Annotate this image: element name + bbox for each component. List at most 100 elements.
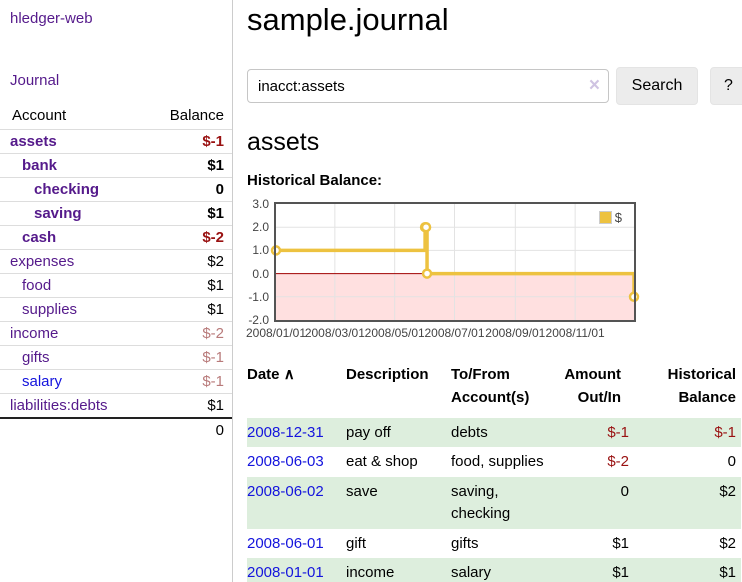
chart-x-axis: 2008/01/01 2008/03/01 2008/05/01 2008/07/01… <box>246 326 634 342</box>
account-balance: 0 <box>215 181 224 198</box>
chart-legend: $ <box>596 209 624 226</box>
account-row: food $1 <box>0 273 232 298</box>
account-link-income[interactable]: income <box>10 325 59 342</box>
register-table: Date ∧ Description To/From Account(s) Am… <box>247 361 741 582</box>
account-link-supplies[interactable]: supplies <box>22 301 78 318</box>
register-row: 2008-01-01 income salary $1 $1 <box>247 558 741 582</box>
x-tick-label: 2008/05/01 <box>364 326 425 340</box>
accounts-header-row: Account Balance <box>0 105 232 130</box>
transaction-date-link[interactable]: 2008-06-03 <box>247 453 324 471</box>
transaction-amount: $1 <box>612 564 629 582</box>
register-row: 2008-06-03 eat & shop food, supplies $-2… <box>247 447 741 477</box>
transaction-amount: $1 <box>612 534 629 552</box>
historical-balance-chart: 3.0 2.0 1.0 0.0 -1.0 -2.0 2008/01/01 2008/03/0… <box>246 197 640 344</box>
app-title-link[interactable]: hledger-web <box>10 10 93 27</box>
account-link-saving[interactable]: saving <box>34 205 82 222</box>
transaction-date-link[interactable]: 2008-01-01 <box>247 564 324 582</box>
transaction-amount: $-2 <box>607 453 629 471</box>
x-tick-label: 2008/07/01 <box>424 326 485 340</box>
y-tick-label: -2.0 <box>248 313 269 327</box>
transaction-balance: $-1 <box>714 423 736 441</box>
account-link-expenses[interactable]: expenses <box>10 253 75 270</box>
transaction-accounts: debts <box>451 423 488 441</box>
series-swatch-icon <box>598 211 612 224</box>
register-header-row: Date ∧ Description To/From Account(s) Am… <box>247 361 741 418</box>
col-amount: Amount Out/In <box>564 366 621 407</box>
search-button[interactable]: Search <box>616 67 698 105</box>
account-row: assets $-1 <box>0 129 232 154</box>
sidebar-item-journal[interactable]: Journal <box>10 72 60 89</box>
x-tick-label: 2008/03/01 <box>304 326 365 340</box>
col-date[interactable]: Date ∧ <box>247 366 295 383</box>
account-row: cash $-2 <box>0 225 232 250</box>
account-row: income $-2 <box>0 321 232 346</box>
transaction-description: eat & shop <box>346 453 418 471</box>
account-link-gifts[interactable]: gifts <box>22 349 50 366</box>
transaction-balance: 0 <box>727 453 736 471</box>
account-row: bank $1 <box>0 153 232 178</box>
y-tick-label: 0.0 <box>252 266 269 281</box>
chart-canvas <box>270 202 640 322</box>
account-balance: $-2 <box>202 325 224 342</box>
chart-heading: Historical Balance: <box>247 172 383 189</box>
account-balance: $1 <box>207 205 224 222</box>
account-balance: $1 <box>207 157 224 174</box>
x-tick-label: 2008/01/01 <box>245 326 307 340</box>
account-row: checking 0 <box>0 177 232 202</box>
account-row: gifts $-1 <box>0 345 232 370</box>
transaction-balance: $1 <box>719 564 736 582</box>
register-row: 2008-06-01 gift gifts $1 $2 <box>247 529 741 559</box>
account-link-cash[interactable]: cash <box>22 229 57 246</box>
transaction-amount: $-1 <box>607 423 629 441</box>
main-content: sample.journal × Search ? assets Histori… <box>233 0 742 582</box>
account-row: liabilities:debts $1 <box>0 393 232 419</box>
accounts-total: 0 <box>215 422 224 439</box>
account-link-salary[interactable]: salary <box>22 373 63 390</box>
account-balance: $2 <box>207 253 224 270</box>
account-link-checking[interactable]: checking <box>34 181 100 198</box>
account-balance: $-1 <box>202 373 224 390</box>
transaction-accounts: saving, checking <box>451 483 511 522</box>
x-tick-label: 2008/11/01 <box>545 326 605 340</box>
search-form: × Search ? <box>247 67 742 105</box>
transaction-accounts: salary <box>451 564 492 582</box>
accounts-table: Account Balance assets $-1 bank $1 check… <box>0 105 232 442</box>
account-balance: $1 <box>207 277 224 294</box>
account-balance: $-1 <box>202 133 224 150</box>
transaction-date-link[interactable]: 2008-12-31 <box>247 423 324 441</box>
transaction-balance: $2 <box>719 483 736 500</box>
account-link-bank[interactable]: bank <box>22 157 58 174</box>
account-row: salary $-1 <box>0 369 232 394</box>
account-balance: $-2 <box>202 229 224 246</box>
account-link-food[interactable]: food <box>22 277 52 294</box>
clear-search-icon[interactable]: × <box>588 75 600 96</box>
page-title: sample.journal <box>247 2 449 37</box>
account-heading: assets <box>247 128 320 156</box>
y-tick-label: 2.0 <box>252 220 269 235</box>
accounts-col-balance: Balance <box>169 107 224 124</box>
register-row: 2008-12-31 pay off debts $-1 $-1 <box>247 417 741 448</box>
transaction-date-link[interactable]: 2008-06-01 <box>247 534 324 552</box>
account-link-liabilities-debts[interactable]: liabilities:debts <box>10 397 108 414</box>
transaction-accounts: food, supplies <box>451 453 544 471</box>
help-button[interactable]: ? <box>710 67 742 105</box>
col-account: To/From Account(s) <box>451 366 530 407</box>
account-row: saving $1 <box>0 201 232 226</box>
col-balance: Historical Balance <box>667 366 736 407</box>
search-input[interactable] <box>247 69 609 103</box>
account-balance: $-1 <box>202 349 224 366</box>
sort-asc-icon: ∧ <box>283 366 295 383</box>
account-balance: $1 <box>207 397 224 414</box>
transaction-date-link[interactable]: 2008-06-02 <box>247 483 324 500</box>
transaction-description: income <box>346 564 395 582</box>
accounts-total-row: 0 <box>0 418 232 442</box>
account-balance: $1 <box>207 301 224 318</box>
transaction-balance: $2 <box>719 534 736 552</box>
register-row: 2008-06-02 save saving, checking 0 $2 <box>247 477 741 529</box>
transaction-amount: 0 <box>620 483 629 500</box>
account-link-assets[interactable]: assets <box>10 133 57 150</box>
series-label: $ <box>614 210 622 225</box>
account-row: expenses $2 <box>0 249 232 274</box>
transaction-accounts: gifts <box>451 534 479 552</box>
